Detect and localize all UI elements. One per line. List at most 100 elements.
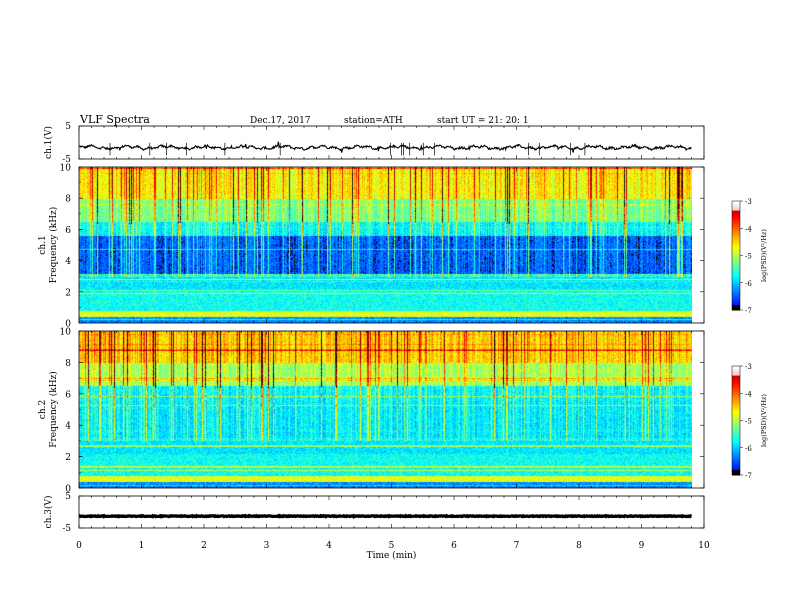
colorbar-segment [732, 240, 740, 244]
colorbar-segment [732, 402, 740, 405]
colorbar-tick-label: -3 [745, 198, 752, 206]
colorbar-segment [732, 250, 740, 253]
colorbar-segment [732, 427, 740, 431]
colorbar-segment [732, 442, 740, 445]
colorbar-segment [732, 304, 740, 307]
colorbar-segment [732, 266, 740, 269]
x-tick-label: 4 [326, 541, 332, 551]
x-axis-label: Time (min) [367, 550, 417, 561]
colorbar-segment [732, 260, 740, 264]
panel-frame-3 [78, 495, 705, 529]
y-axis-label: ch.1(V) [43, 126, 54, 159]
colorbar-segment [732, 471, 740, 474]
channel-label: ch.2 [38, 400, 48, 419]
colorbar-segment [732, 395, 740, 398]
colorbar-segment [732, 201, 740, 204]
colorbar-segment [732, 445, 740, 449]
y-tick-label: 8 [65, 195, 71, 205]
y-tick-label: 6 [65, 226, 71, 236]
colorbar-tick-label: -7 [745, 472, 752, 480]
colorbar-segment [732, 451, 740, 454]
colorbar-segment [732, 462, 740, 465]
colorbar-segment [732, 415, 740, 418]
y-tick-label: 2 [65, 288, 71, 298]
colorbar-segment [732, 425, 740, 429]
colorbar-segment [732, 248, 740, 251]
colorbar-segment [732, 424, 740, 427]
colorbar-tick-label: -5 [745, 253, 752, 261]
colorbar-segment [732, 444, 740, 447]
x-tick-label: 10 [698, 541, 710, 551]
colorbar-segment [732, 473, 740, 476]
x-tick-label: 6 [451, 541, 457, 551]
colorbar-segment [732, 226, 740, 229]
colorbar-segment [732, 389, 740, 392]
colorbar-segment [732, 378, 740, 382]
figure-title: VLF Spectra [79, 113, 150, 126]
x-tick-label: 2 [201, 541, 207, 551]
colorbar-segment [732, 270, 740, 273]
colorbar-segment [732, 436, 740, 440]
start-ut-label: start UT = 21: 20: 1 [437, 116, 529, 126]
y-axis-label: ch.3(V) [43, 496, 54, 529]
spectrogram-image-1 [79, 167, 692, 323]
colorbar-segment [732, 387, 740, 391]
colorbar-segment [732, 259, 740, 262]
colorbar-segment [732, 262, 740, 266]
colorbar-segment [732, 273, 740, 276]
colorbar-segment [732, 465, 740, 469]
colorbar-segment [732, 375, 740, 378]
colorbar-segment [732, 257, 740, 260]
x-tick-label: 5 [389, 541, 395, 551]
station-label: station=ATH [344, 116, 403, 126]
colorbar-label: log(PSD)(V²/Hz) [760, 394, 768, 447]
colorbar-segment [732, 286, 740, 289]
colorbar-segment [732, 246, 740, 249]
colorbar-segment [732, 418, 740, 421]
colorbar-segment [732, 404, 740, 407]
colorbar-segment [732, 213, 740, 217]
colorbar-segment [732, 420, 740, 423]
colorbar-segment [732, 291, 740, 295]
colorbar-segment [732, 371, 740, 374]
colorbar-segment [732, 253, 740, 256]
colorbar-segment [732, 208, 740, 211]
y-tick-label: 8 [65, 359, 71, 369]
colorbar-segment [732, 438, 740, 441]
colorbar-tick-label: -4 [745, 225, 752, 233]
colorbar-segment [732, 429, 740, 432]
colorbar-segment [732, 280, 740, 284]
colorbar-segment [732, 302, 740, 306]
colorbar-segment [732, 204, 740, 207]
waveform-line-0 [79, 141, 692, 153]
colorbar-segment [732, 453, 740, 456]
x-tick-label: 0 [76, 541, 82, 551]
colorbar-segment [732, 251, 740, 255]
colorbar-segment [732, 469, 740, 472]
colorbar-segment [732, 306, 740, 309]
colorbar-segment [732, 380, 740, 383]
colorbar-segment [732, 384, 740, 387]
colorbar-segment [732, 255, 740, 258]
x-tick-label: 1 [139, 541, 145, 551]
waveform-line-3 [79, 513, 693, 519]
colorbar-segment [732, 293, 740, 296]
y-tick-label: 10 [60, 328, 72, 338]
colorbar-segment [732, 219, 740, 222]
date-label: Dec.17, 2017 [250, 116, 311, 126]
colorbar-segment [732, 237, 740, 240]
colorbar-segment [732, 435, 740, 438]
colorbar-segment [732, 288, 740, 291]
colorbar-segment [732, 373, 740, 376]
colorbar-tick-label: -7 [745, 307, 752, 315]
colorbar-segment [732, 279, 740, 282]
colorbar-segment [732, 290, 740, 293]
colorbar-segment [732, 268, 740, 271]
colorbar-segment [732, 215, 740, 218]
colorbar-segment [732, 242, 740, 246]
colorbar-tick-label: -4 [745, 390, 752, 398]
colorbar-segment [732, 422, 740, 425]
panel-frame-0 [78, 125, 705, 160]
colorbar-segment [732, 447, 740, 451]
